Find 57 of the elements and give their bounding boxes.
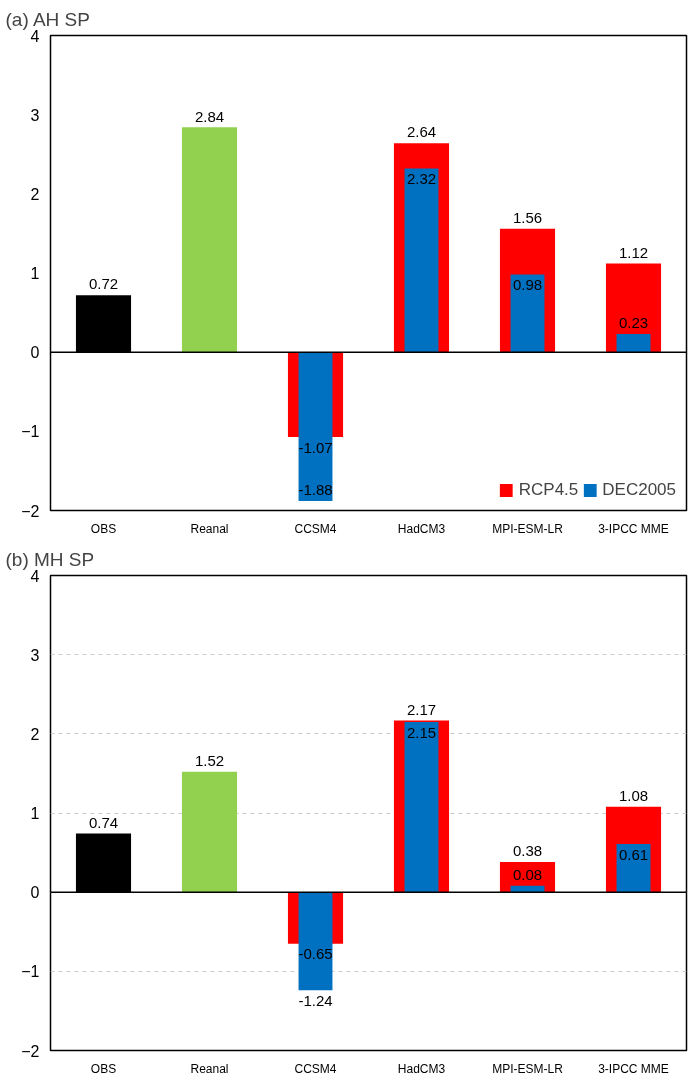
chart-title: (a) AH SP <box>5 8 90 30</box>
data-label: -0.65 <box>298 945 333 963</box>
y-tick-label: −1 <box>21 963 40 981</box>
bar <box>298 352 333 501</box>
data-label: 0.23 <box>618 314 649 332</box>
y-tick-label: 0 <box>30 344 40 362</box>
data-label: 1.12 <box>618 243 649 261</box>
legend-label: RCP4.5 <box>518 480 579 500</box>
y-tick-label: 1 <box>30 805 40 822</box>
bar <box>404 721 439 893</box>
x-tick-label: Reanal <box>190 521 229 536</box>
data-label: 1.56 <box>512 208 543 226</box>
y-tick-label: −2 <box>21 1042 40 1060</box>
bar <box>404 168 439 353</box>
x-tick-label: HadCM3 <box>397 521 446 536</box>
x-tick-label: MPI-ESM-LR <box>492 521 564 536</box>
x-tick-label: CCSM4 <box>294 1061 337 1076</box>
data-label: 2.15 <box>406 723 437 741</box>
data-label: 1.08 <box>618 786 649 804</box>
x-tick-label: OBS <box>90 521 117 536</box>
bar <box>616 333 651 353</box>
x-tick-label: 3-IPCC MME <box>598 521 669 536</box>
data-label: -1.07 <box>298 438 333 456</box>
x-tick-label: Reanal <box>190 1061 229 1076</box>
data-label: 0.08 <box>512 866 543 884</box>
data-label: 0.61 <box>618 845 649 863</box>
bar <box>181 771 238 893</box>
data-label: -1.24 <box>298 992 333 1010</box>
chart-title: (b) MH SP <box>5 548 95 570</box>
data-label: 0.72 <box>88 275 119 293</box>
data-label: 0.98 <box>512 276 543 294</box>
y-tick-label: 2 <box>30 185 40 203</box>
data-label: 0.38 <box>512 842 543 860</box>
y-tick-label: 3 <box>30 646 40 664</box>
x-tick-label: OBS <box>90 1061 117 1076</box>
y-tick-label: 0 <box>30 884 40 902</box>
y-tick-label: 3 <box>30 106 40 124</box>
y-tick-label: 4 <box>30 567 40 585</box>
y-tick-label: −2 <box>21 502 40 520</box>
data-label: -1.88 <box>298 481 333 499</box>
data-label: 1.52 <box>194 752 225 770</box>
x-tick-label: 3-IPCC MME <box>598 1061 669 1076</box>
data-label: 2.17 <box>406 700 437 718</box>
legend-label: DEC2005 <box>602 480 676 500</box>
x-tick-label: CCSM4 <box>294 521 337 536</box>
y-tick-label: −1 <box>21 423 40 441</box>
data-label: 0.74 <box>88 813 119 831</box>
data-label: 2.32 <box>406 170 437 188</box>
bar <box>181 127 238 353</box>
x-tick-label: HadCM3 <box>397 1061 446 1076</box>
y-tick-label: 2 <box>30 725 40 743</box>
data-label: 2.64 <box>406 123 437 141</box>
bar <box>298 892 333 991</box>
y-tick-label: 4 <box>30 27 40 45</box>
y-tick-label: 1 <box>30 265 40 282</box>
data-label: 2.84 <box>194 107 225 125</box>
x-tick-label: MPI-ESM-LR <box>492 1061 564 1076</box>
